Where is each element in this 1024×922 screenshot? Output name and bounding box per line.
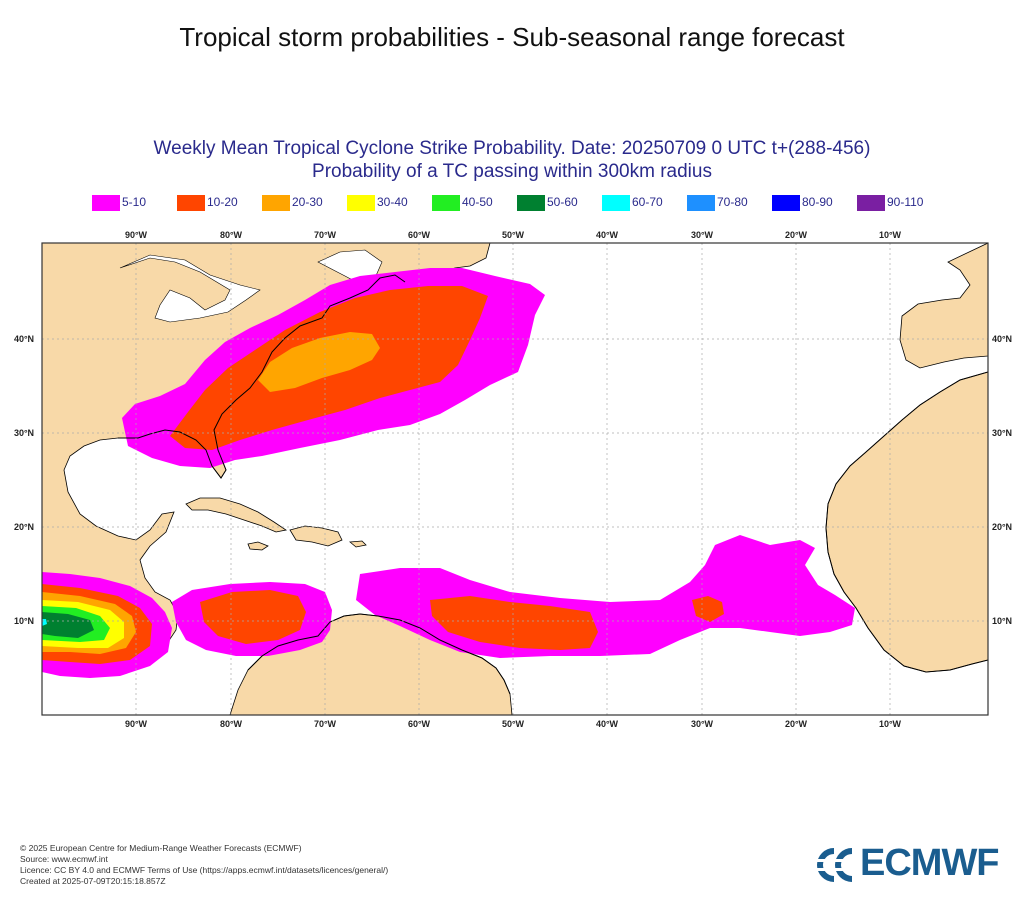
legend-swatch <box>347 195 375 211</box>
puerto-rico-land <box>348 540 367 548</box>
south-america-coastline <box>247 613 511 695</box>
lat-tick-left: 30°N <box>14 428 34 438</box>
lon-tick-bottom: 80°W <box>220 719 243 729</box>
legend-label: 10-20 <box>207 195 238 209</box>
lon-tick-bottom: 50°W <box>502 719 525 729</box>
legend-label: 80-90 <box>802 195 833 209</box>
lat-tick-right: 20°N <box>992 522 1012 532</box>
legend-swatch <box>432 195 460 211</box>
prob-10-20-region <box>200 590 306 644</box>
legend-swatch <box>602 195 630 211</box>
lat-tick-left: 20°N <box>14 522 34 532</box>
lon-tick-bottom: 40°W <box>596 719 619 729</box>
page-title: Tropical storm probabilities - Sub-seaso… <box>179 22 845 52</box>
lon-tick-top: 10°W <box>879 230 902 240</box>
lon-tick-bottom: 90°W <box>125 719 148 729</box>
prob-20-30-region <box>258 332 380 392</box>
ecmwf-logo-icon <box>814 848 854 882</box>
legend-swatch <box>177 195 205 211</box>
lat-tick-left: 10°N <box>14 616 34 626</box>
jamaica-land <box>247 541 269 551</box>
legend-label: 30-40 <box>377 195 408 209</box>
legend-label: 50-60 <box>547 195 578 209</box>
cuba-land <box>185 497 288 533</box>
iberia-land <box>899 243 988 369</box>
lon-tick-bottom: 70°W <box>314 719 337 729</box>
legend-swatch <box>262 195 290 211</box>
footer-source: Source: www.ecmwf.int <box>20 854 108 864</box>
lon-tick-top: 70°W <box>314 230 337 240</box>
lon-tick-bottom: 10°W <box>879 719 902 729</box>
lon-tick-top: 30°W <box>691 230 714 240</box>
footer-copyright: © 2025 European Centre for Medium-Range … <box>20 843 302 853</box>
footer: © 2025 European Centre for Medium-Range … <box>20 843 388 887</box>
lon-tick-bottom: 30°W <box>691 719 714 729</box>
great-lakes-water <box>119 254 261 323</box>
lon-tick-top: 40°W <box>596 230 619 240</box>
legend-label: 5-10 <box>122 195 147 209</box>
ecmwf-logo-text: ECMWF <box>860 842 1000 884</box>
legend-swatch <box>857 195 885 211</box>
legend-swatch <box>517 195 545 211</box>
lon-tick-top: 60°W <box>408 230 431 240</box>
legend-swatch <box>92 195 120 211</box>
africa-coastline <box>825 371 988 673</box>
lon-tick-top: 20°W <box>785 230 808 240</box>
prob-10-20-region <box>430 596 598 650</box>
lon-tick-bottom: 60°W <box>408 719 431 729</box>
map-frame <box>41 242 989 716</box>
lat-tick-left: 40°N <box>14 334 34 344</box>
legend-label: 70-80 <box>717 195 748 209</box>
prob-10-20-region <box>692 596 724 622</box>
legend-swatch <box>687 195 715 211</box>
prob-50-60-region <box>42 612 94 638</box>
graticule <box>42 243 988 715</box>
legend-label: 60-70 <box>632 195 663 209</box>
footer-licence: Licence: CC BY 4.0 and ECMWF Terms of Us… <box>20 865 389 875</box>
map-subtitle: Probability of a TC passing within 300km… <box>312 161 712 182</box>
footer-created: Created at 2025-07-09T20:15:18.857Z <box>20 876 166 886</box>
hispaniola-land <box>289 525 343 547</box>
lon-tick-top: 50°W <box>502 230 525 240</box>
lon-tick-top: 80°W <box>220 230 243 240</box>
ecmwf-logo: ECMWF <box>812 842 1012 885</box>
map-title: Weekly Mean Tropical Cyclone Strike Prob… <box>153 138 871 159</box>
legend-swatch <box>772 195 800 211</box>
legend-label: 20-30 <box>292 195 323 209</box>
lat-tick-right: 10°N <box>992 616 1012 626</box>
lon-tick-top: 90°W <box>125 230 148 240</box>
lat-tick-right: 40°N <box>992 334 1012 344</box>
legend-label: 40-50 <box>462 195 493 209</box>
lat-tick-right: 30°N <box>992 428 1012 438</box>
legend-label: 90-110 <box>887 195 924 209</box>
lon-tick-bottom: 20°W <box>785 719 808 729</box>
